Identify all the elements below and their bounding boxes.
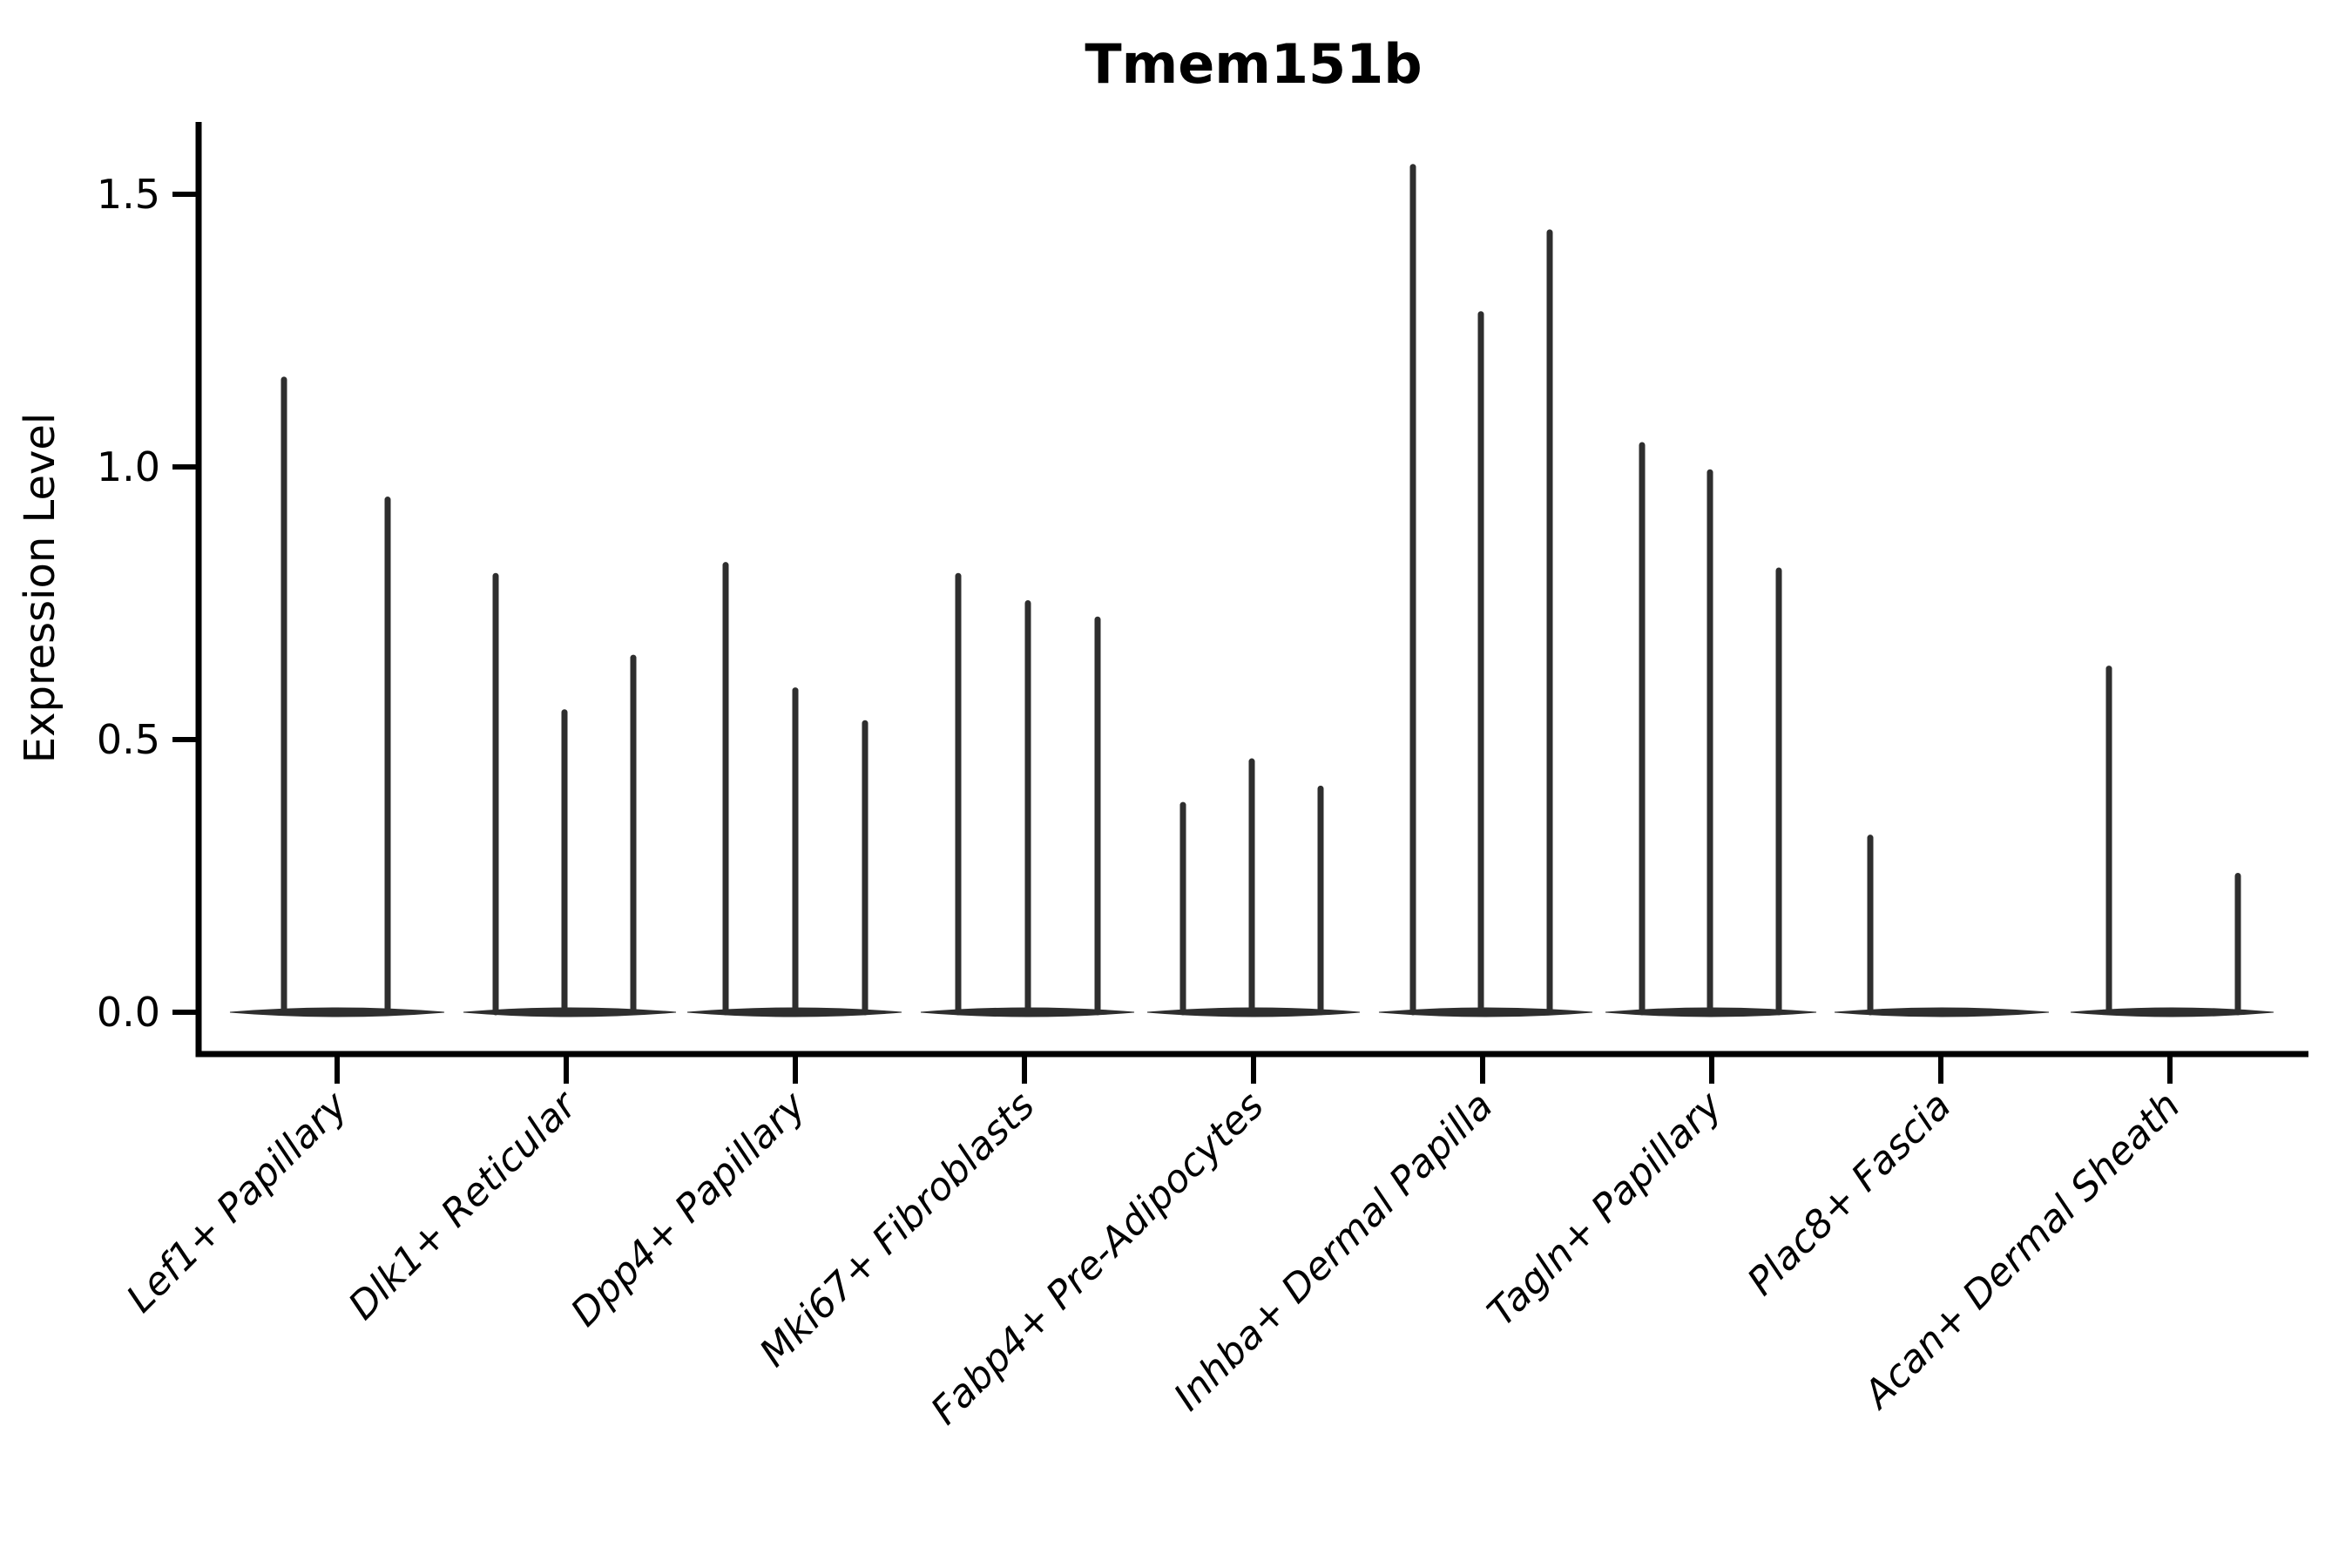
violin-baseline: [229, 1007, 445, 1017]
x-tick-label: Lef1+ Papillary: [118, 1083, 357, 1321]
y-tick-label: 1.0: [97, 443, 160, 490]
y-tick-label: 0.0: [97, 989, 160, 1036]
y-tick-label: 1.5: [97, 171, 160, 218]
violin-baseline: [1378, 1007, 1593, 1017]
x-tick-label: Plac8+ Fascia: [1739, 1084, 1959, 1304]
violin-baseline: [1834, 1007, 2050, 1017]
chart-title: Tmem151b: [1085, 32, 1422, 96]
x-tick-label: Tagln+ Papillary: [1479, 1083, 1731, 1335]
x-tick-label: Dpp4+ Papillary: [563, 1083, 815, 1335]
x-tick-label: Dlk1+ Reticular: [340, 1082, 586, 1328]
y-axis-label: Expression Level: [16, 413, 64, 764]
violin-baseline: [463, 1007, 677, 1017]
violin-baseline: [2070, 1007, 2274, 1017]
y-tick-label: 0.5: [97, 716, 160, 763]
